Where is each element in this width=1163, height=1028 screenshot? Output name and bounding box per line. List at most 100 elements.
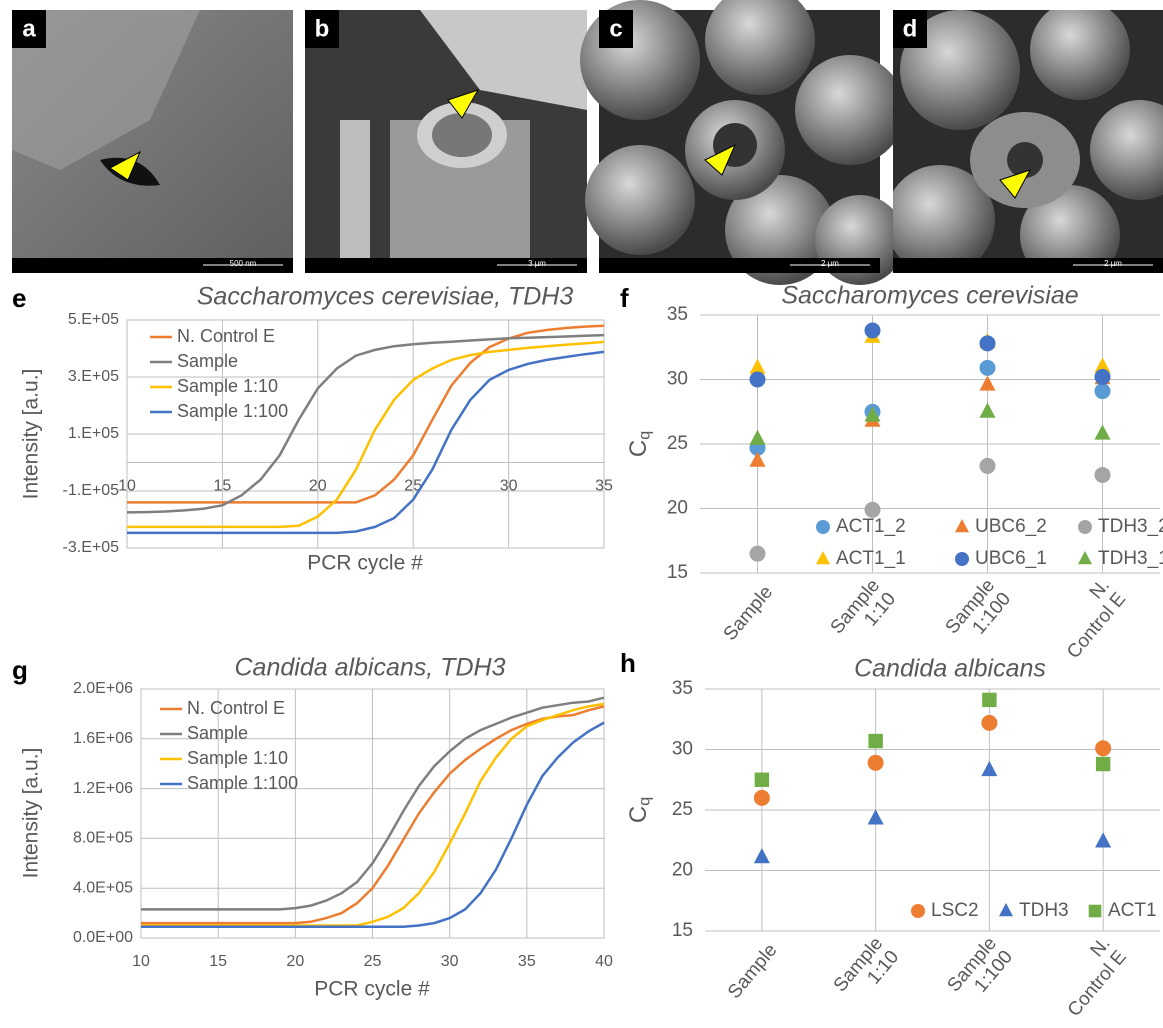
x-tick-label: Sample1:100 bbox=[944, 933, 1018, 1009]
marker bbox=[816, 520, 830, 534]
legend-label: ACT1 bbox=[1108, 900, 1157, 921]
y-axis-label-sub: q bbox=[637, 431, 654, 440]
marker bbox=[749, 371, 766, 388]
panel-label-box bbox=[305, 10, 339, 48]
y-axis-label-main: C bbox=[625, 806, 652, 823]
marker bbox=[1094, 383, 1111, 400]
legend-label: UBC6_1 bbox=[975, 548, 1047, 569]
x-tick-label: 30 bbox=[441, 953, 459, 970]
panel-label-box bbox=[12, 10, 46, 48]
marker bbox=[1088, 904, 1102, 918]
legend-label: N. Control E bbox=[187, 698, 285, 718]
x-axis-label: PCR cycle # bbox=[314, 978, 430, 1001]
panel-label: c bbox=[609, 15, 622, 42]
y-tick-label: 8.0E+05 bbox=[73, 830, 133, 847]
marker bbox=[816, 550, 830, 565]
x-tick-label: 10 bbox=[132, 953, 150, 970]
marker bbox=[868, 733, 883, 749]
y-tick-label: 20 bbox=[672, 860, 693, 881]
legend-label: UBC6_2 bbox=[975, 516, 1047, 537]
marker bbox=[753, 789, 770, 806]
info-bar bbox=[12, 258, 293, 273]
marker bbox=[979, 375, 996, 391]
x-tick-label: Sample1:10 bbox=[830, 933, 904, 1009]
y-tick-label: 2.0E+06 bbox=[73, 680, 133, 697]
x-tick-label: N.Control E bbox=[1047, 575, 1130, 663]
legend-label: TDH3_1 bbox=[1098, 548, 1163, 569]
marker bbox=[981, 714, 998, 731]
marker bbox=[911, 904, 925, 918]
x-tick-label: 10 bbox=[118, 478, 136, 495]
legend-label: Sample 1:10 bbox=[177, 376, 278, 396]
y-tick-label: 1.E+05 bbox=[68, 425, 119, 442]
marker bbox=[864, 322, 881, 339]
legend-label: Sample bbox=[187, 723, 248, 743]
legend-label: ACT1_2 bbox=[836, 516, 906, 537]
chart-title: Saccharomyces cerevisiae, TDH3 bbox=[197, 283, 574, 311]
scale-label: 3 µm bbox=[528, 259, 546, 268]
series-line bbox=[141, 721, 605, 929]
marker bbox=[749, 545, 766, 562]
y-tick-label: 15 bbox=[672, 920, 693, 941]
scale-label: 500 nm bbox=[230, 259, 257, 268]
y-axis-label: Cq bbox=[625, 797, 653, 823]
y-tick-label: 5.E+05 bbox=[68, 311, 119, 328]
y-tick-label: 25 bbox=[672, 799, 693, 820]
marker bbox=[1078, 520, 1092, 534]
series-line bbox=[127, 324, 605, 504]
panel-label: f bbox=[620, 283, 629, 313]
x-tick-label: Sample bbox=[724, 940, 781, 1003]
marker bbox=[979, 359, 996, 376]
chart-title: Candida albicans bbox=[854, 655, 1046, 683]
marker bbox=[749, 451, 766, 467]
series-line bbox=[127, 350, 605, 535]
x-tick-line: Sample bbox=[720, 582, 777, 645]
marker bbox=[1094, 466, 1111, 483]
marker bbox=[864, 406, 881, 422]
y-tick-label: -3.E+05 bbox=[63, 539, 120, 556]
y-tick-label: -1.E+05 bbox=[63, 482, 120, 499]
info-bar bbox=[893, 258, 1163, 273]
y-tick-label: 0.0E+00 bbox=[73, 929, 133, 946]
legend-label: N. Control E bbox=[177, 326, 275, 346]
marker bbox=[979, 402, 996, 418]
marker bbox=[753, 847, 770, 864]
y-tick-label: 35 bbox=[667, 304, 688, 325]
y-axis-label-main: C bbox=[625, 440, 652, 457]
scale-label: 2 µm bbox=[1104, 259, 1122, 268]
x-tick-label: Sample1:100 bbox=[942, 575, 1016, 651]
marker bbox=[749, 358, 766, 374]
panel-label-box bbox=[893, 10, 927, 48]
panel-label: h bbox=[620, 648, 636, 678]
x-tick-label: 25 bbox=[404, 478, 422, 495]
marker bbox=[1078, 550, 1092, 565]
x-tick-label: N.Control E bbox=[1048, 933, 1131, 1021]
legend-label: Sample 1:10 bbox=[187, 748, 288, 768]
marker bbox=[1094, 368, 1111, 385]
y-tick-label: 30 bbox=[667, 369, 688, 390]
marker bbox=[1095, 832, 1112, 848]
panel-label: g bbox=[12, 655, 28, 685]
marker bbox=[979, 335, 996, 352]
chart-title: Candida albicans, TDH3 bbox=[235, 654, 506, 682]
y-tick-label: 1.6E+06 bbox=[73, 730, 133, 747]
y-tick-label: 25 bbox=[667, 433, 688, 454]
info-bar bbox=[305, 258, 587, 273]
marker bbox=[1094, 424, 1111, 440]
series-line bbox=[127, 340, 605, 529]
x-axis-label: PCR cycle # bbox=[307, 552, 423, 575]
legend-label: Sample bbox=[177, 351, 238, 371]
y-axis-label: Intensity [a.u.] bbox=[20, 369, 43, 500]
x-tick-label: 15 bbox=[214, 478, 232, 495]
series-line bbox=[141, 705, 605, 925]
marker bbox=[955, 552, 969, 566]
x-tick-label: 35 bbox=[518, 953, 536, 970]
legend-label: ACT1_1 bbox=[836, 548, 906, 569]
panel-label: d bbox=[903, 15, 918, 42]
marker bbox=[981, 760, 998, 777]
x-tick-label: 20 bbox=[286, 953, 304, 970]
y-axis-label: Intensity [a.u.] bbox=[20, 748, 43, 879]
y-tick-label: 15 bbox=[667, 562, 688, 583]
x-tick-label: 30 bbox=[500, 478, 518, 495]
